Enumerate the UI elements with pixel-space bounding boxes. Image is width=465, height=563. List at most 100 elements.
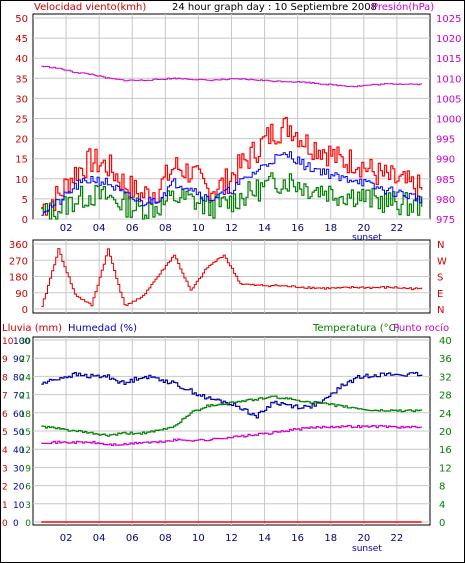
temp-right-tick-label: 0 [439, 518, 445, 529]
wind-direction-line [41, 248, 423, 307]
gust-line [41, 116, 423, 216]
temp-left-tick-label: 3 [25, 501, 31, 511]
pressure-tick-label: 1010 [436, 74, 461, 85]
x-tick-label: 22 [391, 533, 404, 544]
humidity-tick-label: 40 [13, 446, 25, 456]
humidity-tick-label: 90 [13, 355, 25, 365]
humidity-tick-label: 10 [13, 501, 25, 511]
temp-left-tick-label: 9 [25, 464, 31, 474]
x-tick-label: 16 [291, 533, 304, 544]
wind-tick-label: 35 [15, 74, 28, 85]
temp-right-tick-label: 32 [439, 372, 452, 383]
x-tick-label: 20 [357, 533, 370, 544]
x-tick-label: 12 [225, 533, 238, 544]
temp-left-tick-label: 0 [25, 519, 31, 529]
wind-tick-label: 25 [15, 115, 28, 126]
rain-tick-label: 4 [2, 446, 8, 456]
pressure-tick-label: 975 [436, 215, 455, 226]
temp-left-tick-label: 24 [20, 373, 32, 383]
x-tick-label: 18 [324, 223, 337, 234]
pressure-line [41, 65, 423, 88]
compass-tick-label: S [437, 273, 443, 284]
wind-tick-label: 0 [22, 215, 28, 226]
x-tick-label: 14 [258, 533, 271, 544]
chart-title: 24 hour graph day : 10 Septiembre 2008 [172, 2, 377, 13]
x-tick-label: 08 [159, 533, 172, 544]
x-tick-label: 10 [192, 533, 205, 544]
humidity-tick-label: 30 [13, 464, 25, 474]
pressure-tick-label: 980 [436, 195, 455, 206]
temp-left-tick-label: 12 [20, 446, 31, 456]
pressure-tick-label: 990 [436, 155, 455, 166]
x-tick-label: 02 [60, 223, 73, 234]
label-layer: 0202040406060808101012121414161618182020… [2, 14, 461, 544]
x-tick-label: 18 [324, 533, 337, 544]
pressure-tick-label: 1015 [436, 54, 461, 65]
temp-left-tick-label: 6 [25, 483, 31, 493]
wind-tick-label: 10 [15, 175, 28, 186]
x-tick-label: 06 [126, 223, 139, 234]
humidity-tick-label: 80 [13, 373, 25, 383]
pressure-tick-label: 1005 [436, 94, 461, 105]
rain-tick-label: 5 [2, 428, 8, 438]
temp-right-tick-label: 16 [439, 445, 452, 456]
x-tick-label: 20 [357, 223, 370, 234]
rain-tick-label: 9 [2, 355, 8, 365]
humidity-tick-label: 70 [13, 392, 25, 402]
humidity-line [41, 371, 423, 419]
compass-tick-label: N [437, 305, 444, 316]
x-tick-label: 04 [93, 533, 106, 544]
x-tick-label: 06 [126, 533, 139, 544]
pressure-tick-label: 995 [436, 135, 455, 146]
x-tick-label: 14 [258, 223, 271, 234]
humidity-tick-label: 60 [13, 410, 25, 420]
rain-tick-label: 7 [2, 392, 8, 402]
wind-axis-title: Velocidad viento(kmh) [34, 2, 146, 13]
compass-tick-label: W [437, 256, 447, 267]
compass-tick-label: N [437, 240, 444, 251]
humidity-tick-label: 0 [13, 519, 19, 529]
dewpoint-axis-title: Punto rocío [393, 322, 449, 334]
temp-right-tick-label: 12 [439, 463, 452, 474]
wind-low-line [41, 172, 423, 220]
direction-tick-label: 180 [9, 273, 28, 284]
wind-tick-label: 30 [15, 94, 28, 105]
wind-tick-label: 45 [15, 34, 28, 45]
temp-right-tick-label: 24 [439, 409, 452, 420]
x-tick-label: 08 [159, 223, 172, 234]
temp-right-tick-label: 20 [439, 427, 452, 438]
x-tick-label: 22 [391, 223, 404, 234]
pressure-tick-label: 1000 [436, 115, 461, 126]
direction-tick-label: 270 [9, 256, 28, 267]
wind-tick-label: 15 [15, 155, 28, 166]
x-tick-label: 04 [93, 223, 106, 234]
compass-tick-label: E [437, 289, 443, 300]
x-tick-label: 02 [60, 533, 73, 544]
pressure-tick-label: 1020 [436, 34, 461, 45]
series-layer [41, 65, 423, 523]
temp-left-tick-label: 27 [20, 355, 31, 365]
rain-tick-label: 2 [2, 483, 8, 493]
wind-tick-label: 40 [15, 54, 28, 65]
temp-left-tick-label: 30 [20, 337, 32, 347]
humidity-tick-label: 20 [13, 483, 25, 493]
rain-tick-label: 10 [2, 337, 14, 347]
temperature-line [41, 395, 423, 437]
sunset-label-bottom: sunset [352, 544, 382, 554]
temp-left-tick-label: 21 [20, 392, 31, 402]
rain-axis-title: Lluvia (mm) [2, 323, 62, 334]
temp-right-tick-label: 28 [439, 391, 452, 402]
rain-tick-label: 3 [2, 464, 8, 474]
x-tick-label: 12 [225, 223, 238, 234]
wind-tick-label: 20 [15, 135, 28, 146]
rain-tick-label: 1 [2, 501, 8, 511]
temp-right-tick-label: 4 [439, 500, 445, 511]
pressure-tick-label: 1025 [436, 14, 461, 25]
dewpoint-line [41, 424, 423, 446]
pressure-tick-label: 985 [436, 175, 455, 186]
temperature-axis-title: Temperatura (°C) [312, 323, 400, 334]
temp-right-tick-label: 8 [439, 482, 445, 493]
direction-tick-label: 360 [9, 240, 28, 251]
